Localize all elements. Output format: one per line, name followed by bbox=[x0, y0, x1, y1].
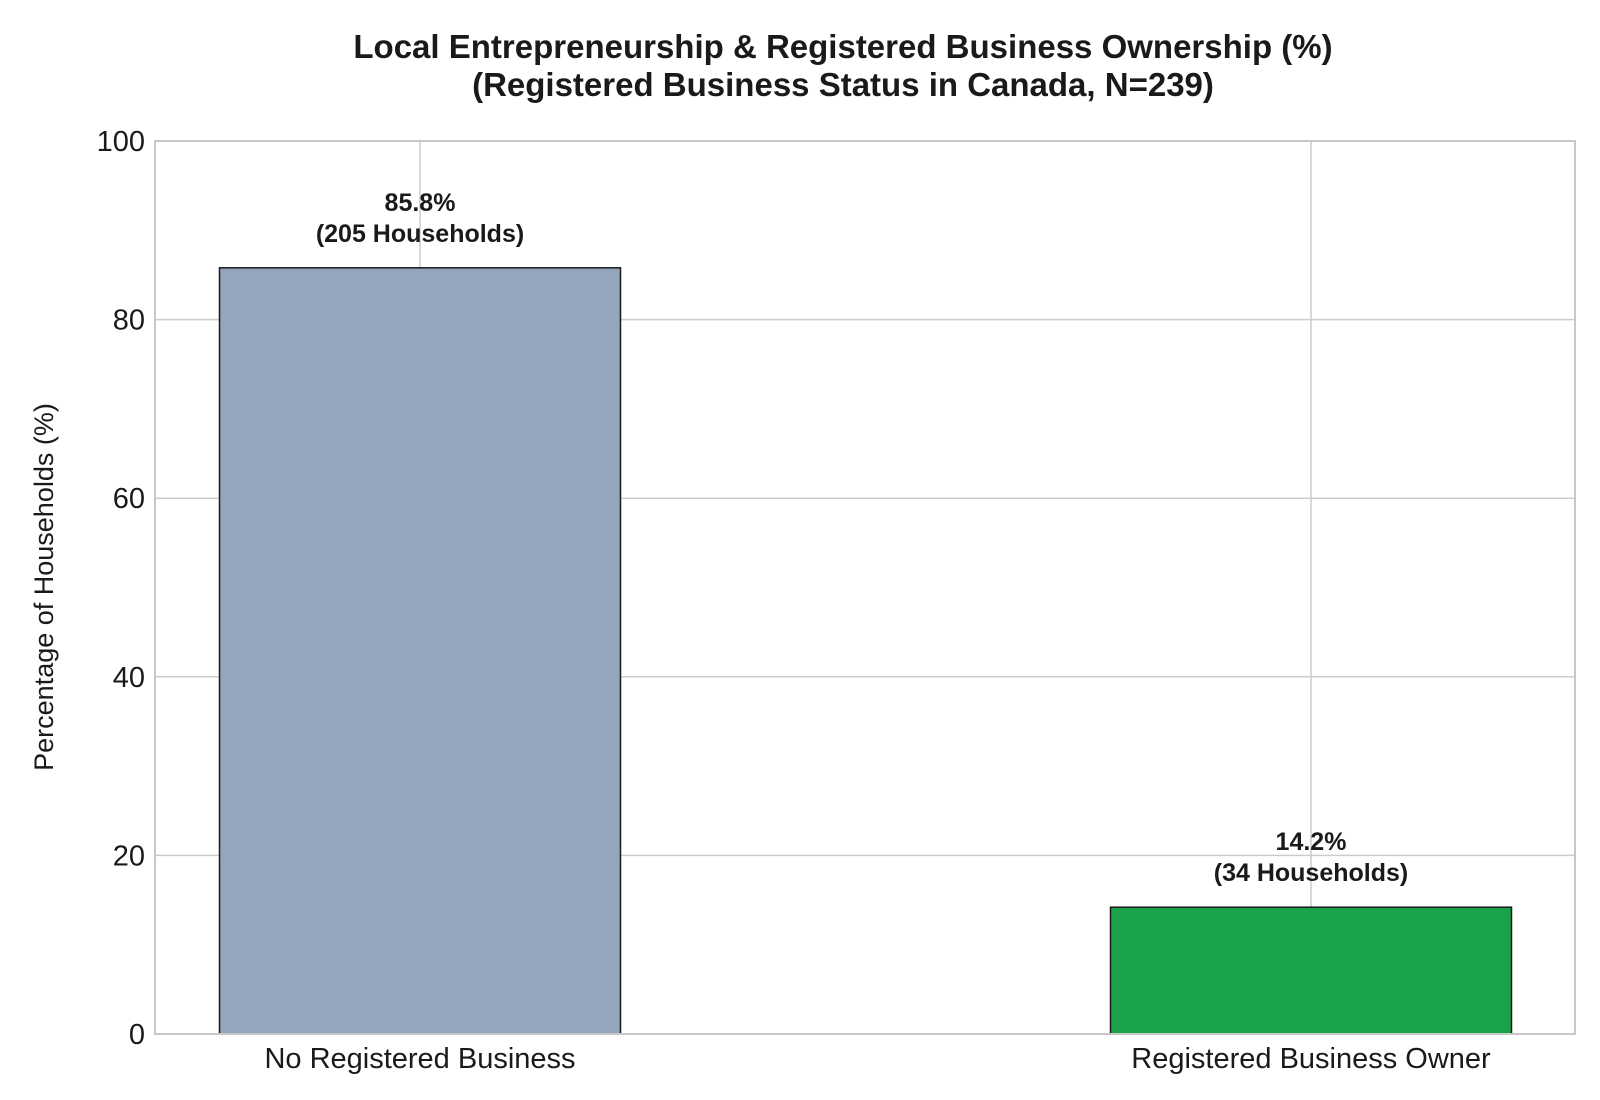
data-label-count: (205 Households) bbox=[316, 220, 524, 248]
chart-subtitle: (Registered Business Status in Canada, N… bbox=[472, 66, 1214, 103]
bar bbox=[1109, 906, 1513, 1035]
y-tick-label: 20 bbox=[113, 840, 145, 872]
x-tick-labels: No Registered Business Registered Busines… bbox=[264, 1043, 1491, 1075]
y-tick-label: 80 bbox=[113, 305, 145, 337]
y-axis-label: Percentage of Households (%) bbox=[29, 403, 59, 771]
y-tick-label: 60 bbox=[113, 483, 145, 515]
chart-title: Local Entrepreneurship & Registered Busi… bbox=[353, 28, 1332, 65]
bar bbox=[218, 267, 622, 1035]
y-tick-labels: 0 20 40 60 80 100 bbox=[97, 126, 145, 1051]
data-label-count: (34 Households) bbox=[1214, 859, 1408, 887]
plot-frame bbox=[154, 140, 1576, 1035]
x-tick-label: No Registered Business bbox=[264, 1043, 575, 1075]
data-label-percent: 14.2% bbox=[1276, 828, 1347, 856]
y-tick-label: 0 bbox=[129, 1019, 145, 1051]
x-tick-label: Registered Business Owner bbox=[1131, 1043, 1491, 1075]
data-labels: 85.8% (205 Households) 14.2% (34 Households… bbox=[316, 189, 1408, 887]
y-tick-label: 100 bbox=[97, 126, 145, 158]
bar-layer bbox=[218, 267, 1513, 1035]
y-tick-label: 40 bbox=[113, 662, 145, 694]
data-label-percent: 85.8% bbox=[385, 189, 456, 217]
